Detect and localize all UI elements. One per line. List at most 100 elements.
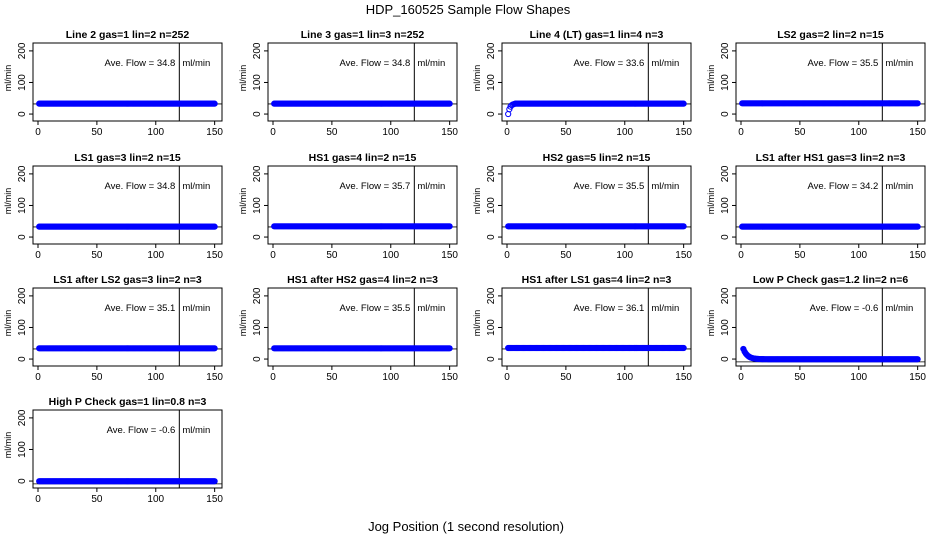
y-tick-label: 100 bbox=[17, 197, 28, 214]
ave-flow-unit: ml/min bbox=[651, 58, 679, 69]
data-points bbox=[271, 223, 453, 230]
ave-flow-label: Ave. Flow = 35.7 bbox=[339, 181, 410, 192]
y-axis-label: ml/min bbox=[706, 65, 716, 92]
figure-xlabel: Jog Position (1 second resolution) bbox=[368, 519, 564, 534]
x-tick-label: 100 bbox=[850, 372, 867, 383]
data-points bbox=[739, 100, 921, 107]
x-tick-label: 150 bbox=[441, 127, 458, 138]
x-tick-label: 0 bbox=[270, 372, 276, 383]
ave-flow-label: Ave. Flow = 36.1 bbox=[573, 303, 644, 314]
plot-frame bbox=[735, 287, 926, 367]
data-points bbox=[505, 100, 687, 118]
panel-3: Line 4 (LT) gas=1 lin=4 n=3 0 50 100 150 0 100… bbox=[472, 29, 692, 138]
ave-flow-unit: ml/min bbox=[417, 58, 445, 69]
x-tick-label: 0 bbox=[738, 127, 744, 138]
y-tick-label: 100 bbox=[252, 319, 263, 336]
panel-8: LS1 after HS1 gas=3 lin=2 n=3 0 50 100 150 0 1… bbox=[706, 152, 926, 261]
y-tick-label: 0 bbox=[720, 356, 731, 362]
x-tick-label: 50 bbox=[91, 372, 103, 383]
data-point bbox=[211, 100, 218, 107]
y-tick-label: 200 bbox=[252, 42, 263, 59]
y-tick-label: 100 bbox=[720, 319, 731, 336]
y-tick-label: 0 bbox=[252, 356, 263, 362]
ave-flow-label: Ave. Flow = 34.8 bbox=[104, 58, 175, 69]
ave-flow-unit: ml/min bbox=[885, 58, 913, 69]
data-points bbox=[36, 100, 218, 107]
data-point bbox=[680, 344, 687, 352]
panel-12: Low P Check gas=1.2 lin=2 n=6 0 50 100 150 0 1… bbox=[706, 274, 926, 383]
panel-11: HS1 after LS1 gas=4 lin=2 n=3 0 50 100 150 0 1… bbox=[472, 274, 692, 383]
data-point bbox=[211, 223, 218, 230]
ave-flow-unit: ml/min bbox=[651, 303, 679, 314]
y-tick-label: 0 bbox=[720, 111, 731, 117]
ave-flow-unit: ml/min bbox=[417, 303, 445, 314]
ave-flow-unit: ml/min bbox=[182, 425, 210, 436]
data-point bbox=[680, 100, 687, 107]
data-points bbox=[271, 100, 453, 107]
plot-frame bbox=[501, 165, 692, 245]
data-point bbox=[680, 223, 687, 230]
panel-title: High P Check gas=1 lin=0.8 n=3 bbox=[49, 396, 207, 408]
figure-title: HDP_160525 Sample Flow Shapes bbox=[366, 2, 571, 17]
y-tick-label: 0 bbox=[17, 356, 28, 362]
x-tick-label: 50 bbox=[91, 494, 103, 505]
x-tick-label: 0 bbox=[270, 127, 276, 138]
panel-title: HS1 after LS1 gas=4 lin=2 n=3 bbox=[522, 274, 672, 286]
x-tick-label: 0 bbox=[738, 250, 744, 261]
x-tick-label: 0 bbox=[35, 250, 41, 261]
y-tick-label: 100 bbox=[252, 74, 263, 91]
panel-title: Line 2 gas=1 lin=2 n=252 bbox=[66, 29, 190, 41]
data-point bbox=[914, 223, 921, 230]
plot-frame bbox=[32, 409, 223, 489]
ave-flow-unit: ml/min bbox=[182, 181, 210, 192]
panel-title: HS2 gas=5 lin=2 n=15 bbox=[543, 152, 651, 164]
y-axis-label: ml/min bbox=[3, 188, 13, 215]
y-axis-label: ml/min bbox=[706, 188, 716, 215]
y-axis-label: ml/min bbox=[3, 310, 13, 337]
x-tick-label: 100 bbox=[147, 494, 164, 505]
ave-flow-label: Ave. Flow = 34.8 bbox=[339, 58, 410, 69]
x-tick-label: 150 bbox=[909, 372, 926, 383]
x-tick-label: 150 bbox=[909, 127, 926, 138]
plot-frame bbox=[735, 42, 926, 122]
ave-flow-label: Ave. Flow = -0.6 bbox=[107, 425, 176, 436]
panel-title: Line 3 gas=1 lin=3 n=252 bbox=[301, 29, 425, 41]
x-tick-label: 100 bbox=[616, 372, 633, 383]
ave-flow-unit: ml/min bbox=[182, 303, 210, 314]
panel-9: LS1 after LS2 gas=3 lin=2 n=3 0 50 100 150 0 1… bbox=[3, 274, 223, 383]
y-tick-label: 100 bbox=[17, 74, 28, 91]
data-point bbox=[211, 345, 218, 352]
panel-grid: Line 2 gas=1 lin=2 n=252 0 50 100 150 0 100 200… bbox=[3, 29, 926, 505]
x-tick-label: 50 bbox=[794, 372, 806, 383]
y-tick-label: 200 bbox=[720, 287, 731, 304]
plot-frame bbox=[32, 165, 223, 245]
ave-flow-label: Ave. Flow = 35.5 bbox=[339, 303, 410, 314]
plot-frame bbox=[267, 42, 458, 122]
y-tick-label: 100 bbox=[486, 74, 497, 91]
x-tick-label: 0 bbox=[504, 372, 510, 383]
ave-flow-label: Ave. Flow = 34.8 bbox=[104, 181, 175, 192]
y-tick-label: 200 bbox=[720, 42, 731, 59]
panel-title: LS2 gas=2 lin=2 n=15 bbox=[777, 29, 884, 41]
y-tick-label: 200 bbox=[252, 287, 263, 304]
x-tick-label: 100 bbox=[850, 250, 867, 261]
ave-flow-unit: ml/min bbox=[651, 181, 679, 192]
x-tick-label: 150 bbox=[675, 127, 692, 138]
y-axis-label: ml/min bbox=[3, 432, 13, 459]
x-tick-label: 50 bbox=[560, 372, 572, 383]
x-tick-label: 50 bbox=[326, 372, 338, 383]
y-tick-label: 100 bbox=[17, 441, 28, 458]
data-points bbox=[740, 345, 921, 363]
panel-10: HS1 after HS2 gas=4 lin=2 n=3 0 50 100 150 0 1… bbox=[238, 274, 458, 383]
x-tick-label: 0 bbox=[35, 494, 41, 505]
x-tick-label: 50 bbox=[326, 250, 338, 261]
x-tick-label: 100 bbox=[850, 127, 867, 138]
data-point bbox=[446, 100, 453, 107]
y-tick-label: 0 bbox=[486, 111, 497, 117]
x-tick-label: 50 bbox=[326, 127, 338, 138]
panel-1: Line 2 gas=1 lin=2 n=252 0 50 100 150 0 100 200… bbox=[3, 29, 223, 138]
x-tick-label: 100 bbox=[147, 250, 164, 261]
y-axis-label: ml/min bbox=[472, 310, 482, 337]
ave-flow-label: Ave. Flow = 35.1 bbox=[104, 303, 175, 314]
